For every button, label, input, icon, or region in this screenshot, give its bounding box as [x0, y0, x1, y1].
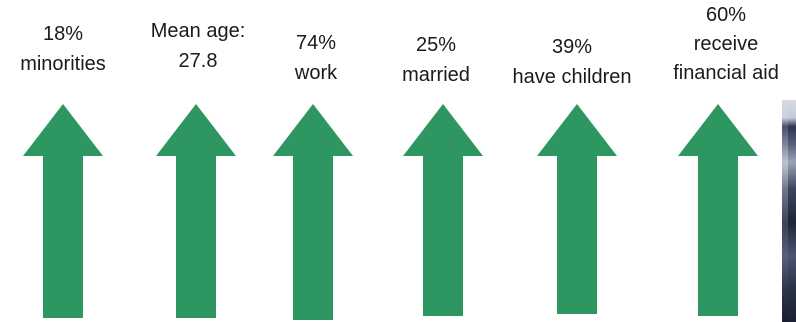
up-arrow-icon — [678, 104, 758, 316]
stat-label: minorities — [20, 53, 106, 75]
stat-mean-age: Mean age: 27.8 — [135, 16, 261, 76]
stat-value: 60% — [705, 4, 747, 26]
stat-label: Mean age: — [150, 20, 246, 42]
photo-thumbnail — [782, 100, 796, 322]
stat-value: 39% — [551, 36, 593, 58]
stat-married: 25% married — [384, 30, 488, 90]
stat-work: 74% work — [266, 28, 366, 88]
stat-value: 74% — [295, 32, 337, 54]
stat-value: 27.8 — [178, 50, 218, 72]
up-arrow-icon — [537, 104, 617, 314]
stat-minorities: 18% minorities — [10, 19, 116, 79]
up-arrow-icon — [403, 104, 483, 316]
stat-value: 25% — [415, 34, 457, 56]
up-arrow-icon — [273, 104, 353, 320]
stat-label: receive — [693, 33, 759, 55]
stat-label: have children — [512, 66, 632, 88]
stat-value: 18% — [42, 23, 84, 45]
stat-label: financial aid — [673, 62, 779, 84]
stat-label: married — [402, 64, 470, 86]
stat-have-children: 39% have children — [496, 32, 648, 92]
stat-financial-aid: 60% receive financial aid — [658, 1, 794, 88]
up-arrow-icon — [23, 104, 103, 318]
up-arrow-icon — [156, 104, 236, 318]
stat-label: work — [294, 62, 338, 84]
